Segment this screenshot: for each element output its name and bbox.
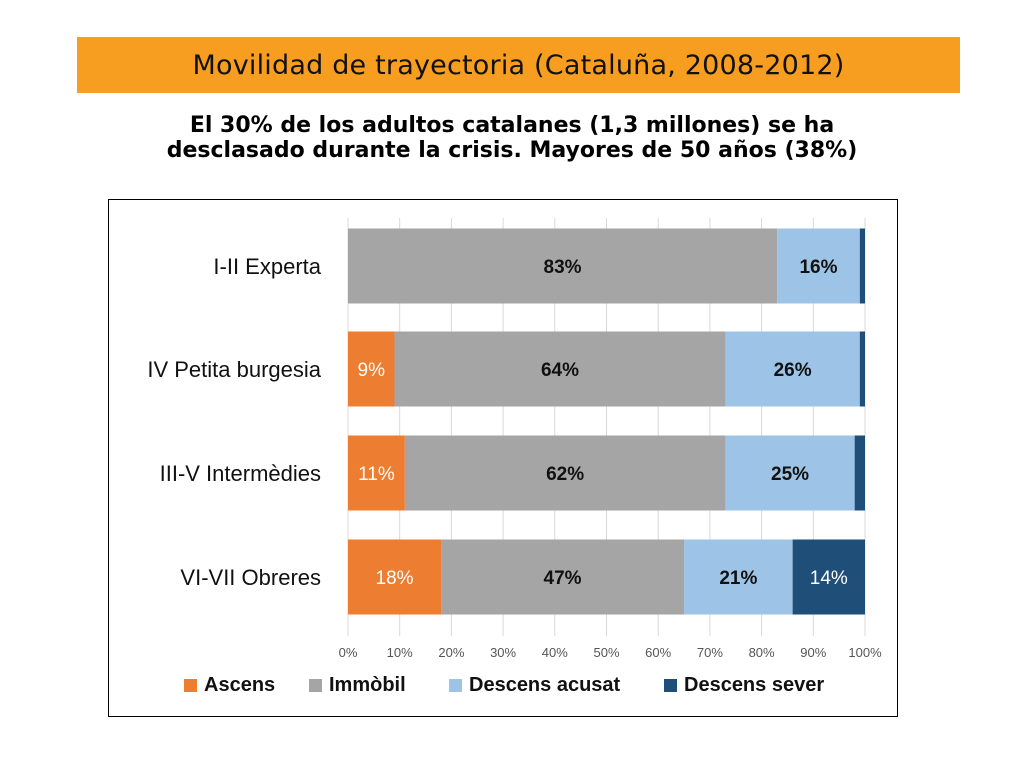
x-tick-label: 40%	[542, 645, 568, 660]
data-label: 25%	[771, 464, 809, 485]
data-label: 62%	[546, 464, 584, 485]
bar-segment	[859, 228, 865, 304]
x-tick-label: 10%	[387, 645, 413, 660]
legend-swatch	[449, 679, 462, 692]
x-tick-label: 0%	[339, 645, 358, 660]
legend-swatch	[184, 679, 197, 692]
bar-segment	[348, 331, 395, 407]
x-tick-label: 70%	[697, 645, 723, 660]
x-tick-label: 90%	[800, 645, 826, 660]
page-title: Movilidad de trayectoria (Cataluña, 2008…	[192, 49, 845, 81]
bar-segment	[348, 539, 442, 615]
subtitle-line-2: desclasado durante la crisis. Mayores de…	[166, 138, 858, 163]
legend-label: Descens acusat	[469, 674, 621, 696]
bar-segment	[404, 435, 726, 511]
bar-segment	[441, 539, 685, 615]
bar-segment	[394, 331, 726, 407]
category-label: VI-VII Obreres	[180, 565, 321, 590]
data-label: 18%	[376, 568, 414, 589]
category-label: III-V Intermèdies	[160, 461, 321, 486]
x-tick-label: 60%	[645, 645, 671, 660]
bar-segment	[725, 435, 855, 511]
category-label: IV Petita burgesia	[147, 357, 321, 382]
stacked-bar-chart: 0% 10% 20% 30% 40% 50% 60% 70% 80% 90% 100% I-II Ex…	[147, 218, 882, 696]
bar-segment	[777, 228, 860, 304]
legend-label: Ascens	[204, 674, 275, 696]
data-label: 64%	[541, 360, 579, 381]
bar-segment	[348, 435, 405, 511]
chart-frame: 0% 10% 20% 30% 40% 50% 60% 70% 80% 90% 100% I-II Ex…	[108, 199, 898, 717]
data-label: 83%	[544, 257, 582, 278]
data-label: 11%	[358, 464, 395, 485]
x-tick-label: 80%	[749, 645, 775, 660]
legend-label: Immòbil	[329, 674, 406, 696]
x-tick-label: 50%	[593, 645, 619, 660]
legend-swatch	[664, 679, 677, 692]
legend-label: Descens sever	[684, 674, 824, 696]
bar-segment	[348, 228, 778, 304]
subtitle-line-1: El 30% de los adultos catalanes (1,3 mil…	[189, 113, 835, 138]
data-label: 26%	[774, 360, 812, 381]
data-label: 47%	[544, 568, 582, 589]
data-label: 21%	[719, 568, 757, 589]
data-label: 16%	[799, 257, 837, 278]
subtitle: El 30% de los adultos catalanes (1,3 mil…	[60, 113, 964, 163]
category-label: I-II Experta	[213, 254, 321, 279]
bar-segment	[725, 331, 860, 407]
data-label: 14%	[810, 568, 848, 589]
x-tick-label: 30%	[490, 645, 516, 660]
x-tick-label: 100%	[848, 645, 882, 660]
bar-segment	[854, 435, 865, 511]
bar-segment	[792, 539, 865, 615]
bar-segment	[684, 539, 793, 615]
data-label: 9%	[358, 360, 386, 381]
legend-swatch	[309, 679, 322, 692]
title-banner: Movilidad de trayectoria (Cataluña, 2008…	[77, 37, 960, 93]
x-tick-label: 20%	[438, 645, 464, 660]
bar-segment	[859, 331, 865, 407]
